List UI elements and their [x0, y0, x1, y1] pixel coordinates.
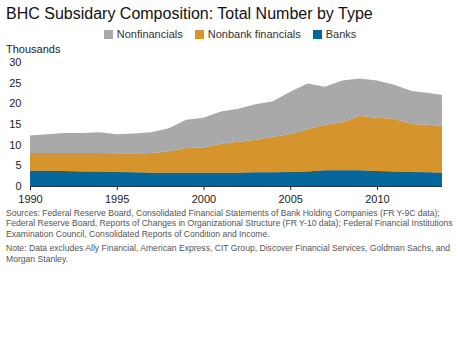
svg-text:5: 5: [15, 159, 21, 171]
svg-text:2000: 2000: [192, 193, 216, 205]
html-text:Banks: Banks: [325, 28, 357, 40]
svg-text:2005: 2005: [278, 193, 302, 205]
svg-text:1995: 1995: [105, 193, 129, 205]
svg-text:2010: 2010: [365, 193, 389, 205]
svg-text:20: 20: [9, 97, 21, 109]
html-text:Note: Data excludes Ally Finan: Note: Data excludes Ally Financial, Amer…: [6, 243, 450, 264]
svg-text:25: 25: [9, 77, 21, 89]
html-text:Sources: Federal Reserve Board: Sources: Federal Reserve Board, Consolid…: [6, 208, 453, 239]
svg-text:1990: 1990: [18, 193, 42, 205]
html-text:Thousands: Thousands: [6, 43, 61, 55]
svg-text:30: 30: [9, 56, 21, 68]
svg-text:10: 10: [9, 139, 21, 151]
html-text:Nonfinancials: Nonfinancials: [116, 28, 183, 40]
svg-text:15: 15: [9, 118, 21, 130]
html-text:Nonbank financials: Nonbank financials: [207, 28, 301, 40]
svg-text:0: 0: [15, 180, 21, 192]
html-text:BHC Subsidary Composition: Tot: BHC Subsidary Composition: Total Number …: [6, 5, 373, 22]
